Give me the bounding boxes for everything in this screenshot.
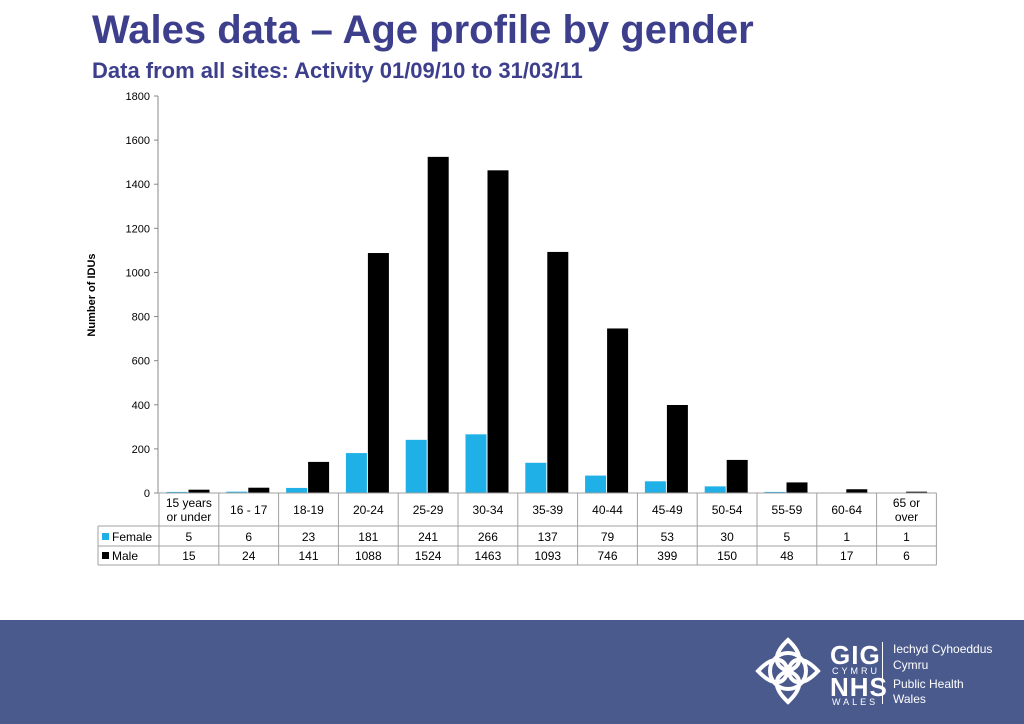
- male-bar: [308, 461, 330, 493]
- x-category-label: or under: [167, 510, 212, 524]
- org-name-line-1: Iechyd Cyhoeddus: [893, 642, 993, 656]
- male-bar: [188, 489, 210, 493]
- celtic-knot-logo-icon: [755, 637, 821, 705]
- y-tick-label: 600: [132, 356, 150, 368]
- male-bar: [248, 487, 270, 493]
- male-data-label: 24: [242, 549, 256, 563]
- y-tick-label: 0: [144, 488, 150, 500]
- male-bar: [786, 482, 808, 493]
- male-bar: [547, 251, 569, 493]
- male-legend-label: Male: [112, 549, 138, 563]
- logo-cymru-text: CYMRU: [832, 666, 880, 676]
- x-category-label: 16 - 17: [230, 503, 268, 517]
- x-category-label: 35-39: [532, 503, 563, 517]
- org-name-line-4: Wales: [893, 692, 926, 706]
- male-bar: [607, 328, 629, 493]
- female-bar: [166, 491, 188, 493]
- female-data-label: 181: [358, 530, 378, 544]
- male-bar: [726, 459, 748, 493]
- male-bar: [846, 489, 868, 493]
- female-bar: [704, 486, 726, 493]
- female-data-label: 79: [601, 530, 615, 544]
- logo-wales-text: WALES: [832, 697, 879, 707]
- footer-band: [0, 620, 1024, 724]
- female-data-label: 137: [538, 530, 558, 544]
- female-data-label: 23: [302, 530, 316, 544]
- male-bar: [487, 170, 509, 494]
- y-tick-label: 1400: [126, 179, 150, 191]
- male-data-label: 746: [597, 549, 617, 563]
- female-bar: [465, 434, 487, 493]
- age-profile-bar-chart: 0 200 400 600 800 1000 1200 1400 1600 1800 Number …: [86, 91, 937, 566]
- y-axis-label: Number of IDUs: [86, 253, 98, 336]
- male-data-label: 17: [840, 549, 854, 563]
- female-bar: [345, 453, 367, 493]
- x-category-label: 18-19: [293, 503, 324, 517]
- x-category-label: 20-24: [353, 503, 384, 517]
- female-legend-swatch: [102, 533, 109, 540]
- male-bar: [367, 253, 389, 493]
- female-data-label: 1: [903, 530, 910, 544]
- logo-gig-text: GIG: [830, 640, 881, 670]
- page-title: Wales data – Age profile by gender: [92, 8, 754, 52]
- y-tick-label: 800: [132, 312, 150, 324]
- male-data-label: 1093: [534, 549, 561, 563]
- female-bar: [644, 481, 666, 493]
- female-bar: [585, 475, 607, 493]
- logo-nhs-text: NHS: [830, 672, 888, 702]
- male-legend-swatch: [102, 552, 109, 559]
- male-data-label: 48: [780, 549, 794, 563]
- female-data-label: 6: [245, 530, 252, 544]
- female-bar: [764, 491, 786, 493]
- male-data-label: 1088: [355, 549, 382, 563]
- female-data-label: 241: [418, 530, 438, 544]
- x-category-label: 25-29: [413, 503, 444, 517]
- x-category-label: 30-34: [473, 503, 504, 517]
- org-name-line-3: Public Health: [893, 677, 964, 691]
- female-bar: [226, 491, 248, 493]
- y-tick-label: 1000: [126, 267, 150, 279]
- male-data-label: 15: [182, 549, 196, 563]
- x-category-label: 45-49: [652, 503, 683, 517]
- x-category-label: 50-54: [712, 503, 743, 517]
- male-data-label: 6: [903, 549, 910, 563]
- female-data-label: 30: [720, 530, 734, 544]
- y-tick-label: 1800: [126, 91, 150, 103]
- x-category-label: 40-44: [592, 503, 623, 517]
- y-tick-label: 200: [132, 444, 150, 456]
- female-bar: [286, 487, 308, 493]
- female-bar: [405, 439, 427, 493]
- male-bar: [427, 156, 449, 493]
- female-data-label: 5: [186, 530, 193, 544]
- page-subtitle: Data from all sites: Activity 01/09/10 t…: [92, 58, 583, 83]
- male-bar: [906, 491, 928, 493]
- y-tick-label: 1600: [126, 135, 150, 147]
- male-data-label: 399: [657, 549, 677, 563]
- female-data-label: 266: [478, 530, 498, 544]
- female-data-label: 5: [784, 530, 791, 544]
- x-category-label: 55-59: [772, 503, 803, 517]
- female-data-label: 53: [661, 530, 675, 544]
- male-data-label: 141: [298, 549, 318, 563]
- female-data-label: 1: [843, 530, 850, 544]
- org-name-line-2: Cymru: [893, 658, 929, 672]
- y-tick-label: 1200: [126, 223, 150, 235]
- x-category-label: over: [895, 510, 918, 524]
- x-category-label: 65 or: [893, 496, 920, 510]
- male-data-label: 1524: [415, 549, 442, 563]
- x-category-label: 60-64: [831, 503, 862, 517]
- male-data-label: 150: [717, 549, 737, 563]
- logo-divider: [882, 642, 883, 704]
- female-legend-label: Female: [112, 530, 152, 544]
- male-data-label: 1463: [475, 549, 502, 563]
- x-category-label: 15 years: [166, 496, 212, 510]
- y-tick-label: 400: [132, 400, 150, 412]
- female-bar: [525, 462, 547, 493]
- male-bar: [666, 404, 688, 493]
